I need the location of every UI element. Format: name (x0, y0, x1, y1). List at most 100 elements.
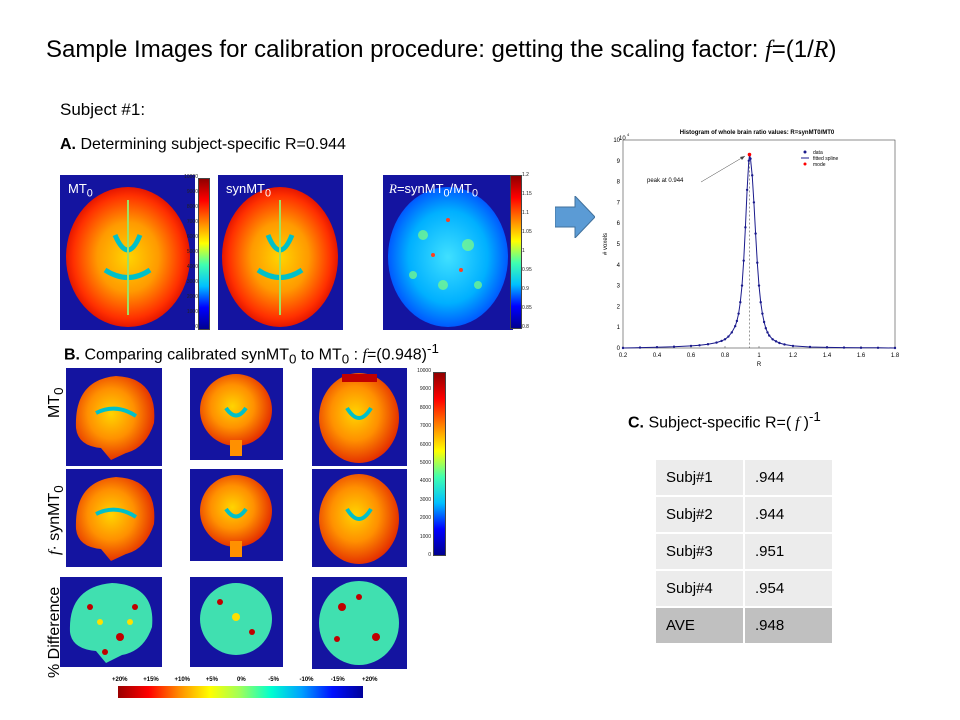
table-row: Subj#4.954 (656, 571, 832, 606)
y-tick-label: 5 (617, 242, 621, 248)
data-point (734, 324, 737, 328)
data-point (727, 335, 730, 338)
diff-sagittal-image (60, 577, 162, 667)
ratio-r-axial-image: R=synMT0/MT0 (383, 175, 513, 330)
subject-r-table: Subj#1.944 Subj#2.944 Subj#3.951 Subj#4.954… (654, 458, 834, 645)
data-point (783, 343, 786, 346)
difference-tick: +5% (205, 677, 218, 683)
data-point (735, 319, 739, 323)
difference-tick: +20% (112, 677, 128, 683)
data-point (774, 340, 778, 343)
colorbar-tick: 1.15 (522, 191, 532, 197)
colorbar-tick: 1000 (186, 309, 198, 315)
y-tick-label: 6 (617, 221, 621, 227)
data-point (825, 346, 829, 349)
colorbar-tick: 0.85 (522, 305, 532, 311)
data-point (621, 346, 625, 350)
row-label-mt0: MT0 (46, 387, 67, 418)
y-tick-label: 7 (617, 200, 621, 206)
colorbar-tick: 6000 (419, 441, 431, 448)
colorbar-tick: 0.8 (522, 324, 529, 330)
colorbar-tick: 8000 (419, 404, 431, 411)
data-point (757, 284, 761, 287)
svg-text:mode: mode (813, 162, 826, 168)
data-point (740, 284, 744, 287)
synmt0-axial-image: synMT0 (218, 175, 343, 330)
colorbar-a3-ticks: 1.2 1.15 1.1 1.05 1 0.95 0.9 0.85 0.8 (522, 172, 540, 330)
section-b-heading: B. Comparing calibrated synMT0 to MT0 : … (64, 341, 439, 367)
data-point (754, 232, 757, 235)
colorbar-tick: 0.95 (522, 267, 532, 273)
colorbar-tick: 1.2 (522, 172, 529, 178)
synmt0-sagittal-image (66, 469, 162, 567)
section-a-heading: A. Determining subject-specific R=0.944 (60, 136, 346, 153)
table-cell: Subj#3 (656, 534, 743, 569)
data-point (766, 331, 769, 334)
x-tick-label: 0.6 (687, 353, 696, 359)
data-point (698, 344, 701, 347)
x-tick-label: 1.8 (891, 353, 900, 359)
colorbar-tick: 8000 (186, 204, 198, 210)
y-tick-label: 0 (617, 346, 621, 352)
synmt0-label: synMT (226, 181, 265, 196)
colorbar-a3 (510, 175, 522, 329)
annotation-text: peak at 0.944 (647, 178, 684, 184)
colorbar-tick: 7000 (419, 423, 431, 430)
difference-colorbar-ticks: +20% +15% +10% +5% 0% -5% -10% -15% +20% (112, 677, 382, 686)
colorbar-tick: 1.1 (522, 210, 529, 216)
mt0-axial-image: MT 0 (60, 175, 195, 330)
data-point (638, 346, 642, 349)
table-cell: .951 (745, 534, 832, 569)
difference-tick: 0% (237, 677, 246, 683)
data-point (730, 331, 733, 334)
table-cell: .944 (745, 497, 832, 532)
table-row: Subj#3.951 (656, 534, 832, 569)
colorbar-a1 (198, 178, 210, 330)
table-cell: Subj#4 (656, 571, 743, 606)
colorbar-tick: 1000 (419, 533, 431, 540)
difference-tick: -15% (330, 677, 345, 683)
synmt0-axial-b-image (312, 469, 407, 567)
diff-coronal-image (190, 577, 283, 667)
colorbar-tick: 3000 (186, 279, 198, 285)
mode-point (747, 152, 752, 157)
synmt0-coronal-image (190, 469, 283, 561)
annotation-arrow (700, 155, 746, 183)
table-cell: .948 (745, 608, 832, 643)
data-point (876, 346, 880, 349)
data-point (744, 226, 747, 229)
y-tick-label: 2 (617, 304, 621, 310)
data-point (689, 344, 693, 348)
y-tick-label: 3 (617, 284, 621, 290)
svg-text:fitted spline: fitted spline (813, 156, 839, 162)
data-point (808, 345, 812, 349)
y-tick-label: 1 (617, 325, 621, 331)
table-row: Subj#1.944 (656, 460, 832, 495)
table-cell: AVE (656, 608, 743, 643)
colorbar-tick: 0.9 (522, 286, 529, 292)
x-tick-label: 1.2 (789, 353, 798, 359)
slide-title: Sample Images for calibration procedure:… (46, 36, 837, 63)
colorbar-tick: 9000 (419, 386, 431, 393)
data-point (742, 259, 745, 262)
colorbar-tick: 2000 (186, 294, 198, 300)
x-tick-label: 1 (757, 353, 761, 359)
mt0-label: MT (68, 181, 87, 196)
mt0-coronal-image (190, 368, 283, 460)
data-point (764, 327, 767, 330)
colorbar-tick: 6000 (186, 234, 198, 240)
data-point (771, 338, 774, 341)
data-point (723, 338, 727, 341)
data-point (768, 334, 771, 337)
colorbar-tick: 10000 (184, 174, 198, 180)
colorbar-tick: 0 (428, 552, 431, 558)
data-point (752, 201, 756, 204)
difference-colorbar (118, 686, 363, 698)
data-point (893, 346, 897, 350)
y-exponent-power: 4 (627, 132, 630, 137)
table-cell: .944 (745, 460, 832, 495)
x-tick-label: 1.6 (857, 353, 866, 359)
mt0-sagittal-image (66, 368, 162, 466)
ratio-r-label: R (389, 181, 397, 196)
histogram-chart: Histogram of whole brain ratio values: R… (597, 120, 907, 370)
